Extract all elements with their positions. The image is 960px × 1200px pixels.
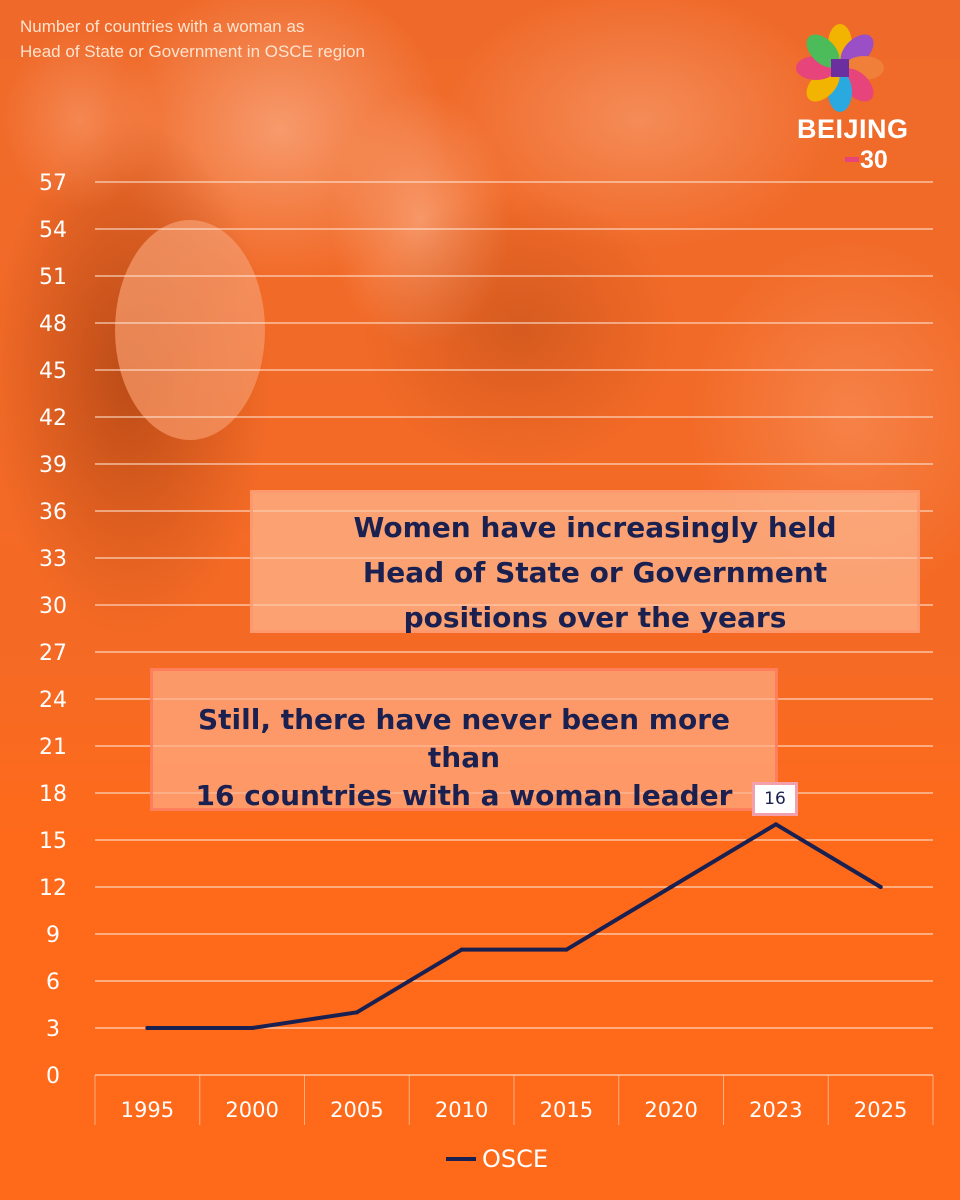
callout-top-line-1: Women have increasingly held — [353, 511, 837, 544]
x-axis: 1995 2000 2005 2010 2015 2020 2023 2025 — [94, 1074, 934, 1125]
y-tick-label-6: 6 — [46, 970, 60, 995]
data-point-2025 — [878, 885, 883, 889]
data-point-1995 — [145, 1026, 150, 1030]
y-tick-label-51: 51 — [39, 265, 67, 290]
subtitle-line-1: Number of countries with a woman as — [20, 17, 305, 36]
x-tick-label-2025: 2025 — [854, 1098, 907, 1122]
x-tick-label-2023: 2023 — [749, 1098, 802, 1122]
x-tick-label-1995: 1995 — [121, 1098, 174, 1122]
data-point-2020 — [669, 885, 674, 889]
y-tick-label-54: 54 — [39, 218, 67, 243]
y-tick-label-30: 30 — [39, 594, 67, 619]
y-tick-label-57: 57 — [39, 171, 67, 196]
callout-top-line-2: Head of State or Government — [362, 556, 828, 589]
data-point-2010 — [459, 947, 464, 952]
series-group — [145, 822, 883, 1030]
callout-never-more-than-16: Still, there have never been more than 1… — [150, 668, 778, 812]
logo-plus-mark — [845, 157, 859, 162]
x-tick-label-2000: 2000 — [225, 1098, 278, 1122]
y-tick-label-33: 33 — [39, 547, 67, 572]
x-tick-label-2020: 2020 — [644, 1098, 697, 1122]
data-point-2005 — [354, 1010, 359, 1015]
y-tick-label-39: 39 — [39, 453, 67, 478]
y-tick-label-42: 42 — [39, 406, 67, 431]
y-tick-label-9: 9 — [46, 923, 60, 948]
y-tick-label-15: 15 — [39, 829, 67, 854]
data-label-2023: 16 — [752, 782, 798, 816]
x-tick-label-2005: 2005 — [330, 1098, 383, 1122]
data-point-2023 — [773, 822, 778, 827]
y-tick-label-21: 21 — [39, 735, 67, 760]
callout-top-line-3: positions over the years — [403, 601, 787, 634]
series-line-osce — [145, 822, 883, 1030]
y-tick-label-36: 36 — [39, 500, 67, 525]
x-tick-label-2010: 2010 — [435, 1098, 488, 1122]
chart-subtitle: Number of countries with a woman as Head… — [20, 14, 540, 64]
y-tick-label-45: 45 — [39, 359, 67, 384]
legend-label-osce: OSCE — [482, 1145, 549, 1173]
y-tick-label-27: 27 — [39, 641, 67, 666]
y-tick-label-3: 3 — [46, 1017, 60, 1042]
callout-bottom-line-2: 16 countries with a woman leader — [195, 779, 733, 812]
x-tick-label-2015: 2015 — [540, 1098, 593, 1122]
callout-increasing-leaders: Women have increasingly held Head of Sta… — [250, 490, 920, 634]
y-tick-label-18: 18 — [39, 782, 67, 807]
subtitle-line-2: Head of State or Government in OSCE regi… — [20, 42, 365, 61]
legend: OSCE — [446, 1142, 548, 1176]
beijing-logo-flower-icon — [796, 24, 884, 112]
legend-swatch-osce — [446, 1157, 476, 1161]
logo-number: 30 — [860, 146, 888, 174]
y-tick-label-0: 0 — [46, 1064, 60, 1089]
y-tick-label-12: 12 — [39, 876, 67, 901]
data-point-2000 — [250, 1026, 255, 1030]
callout-bottom-line-1: Still, there have never been more than — [197, 703, 731, 774]
logo-wordmark: BEIJING — [797, 114, 909, 144]
y-tick-label-24: 24 — [39, 688, 67, 713]
y-tick-label-48: 48 — [39, 312, 67, 337]
data-point-2015 — [564, 947, 569, 952]
